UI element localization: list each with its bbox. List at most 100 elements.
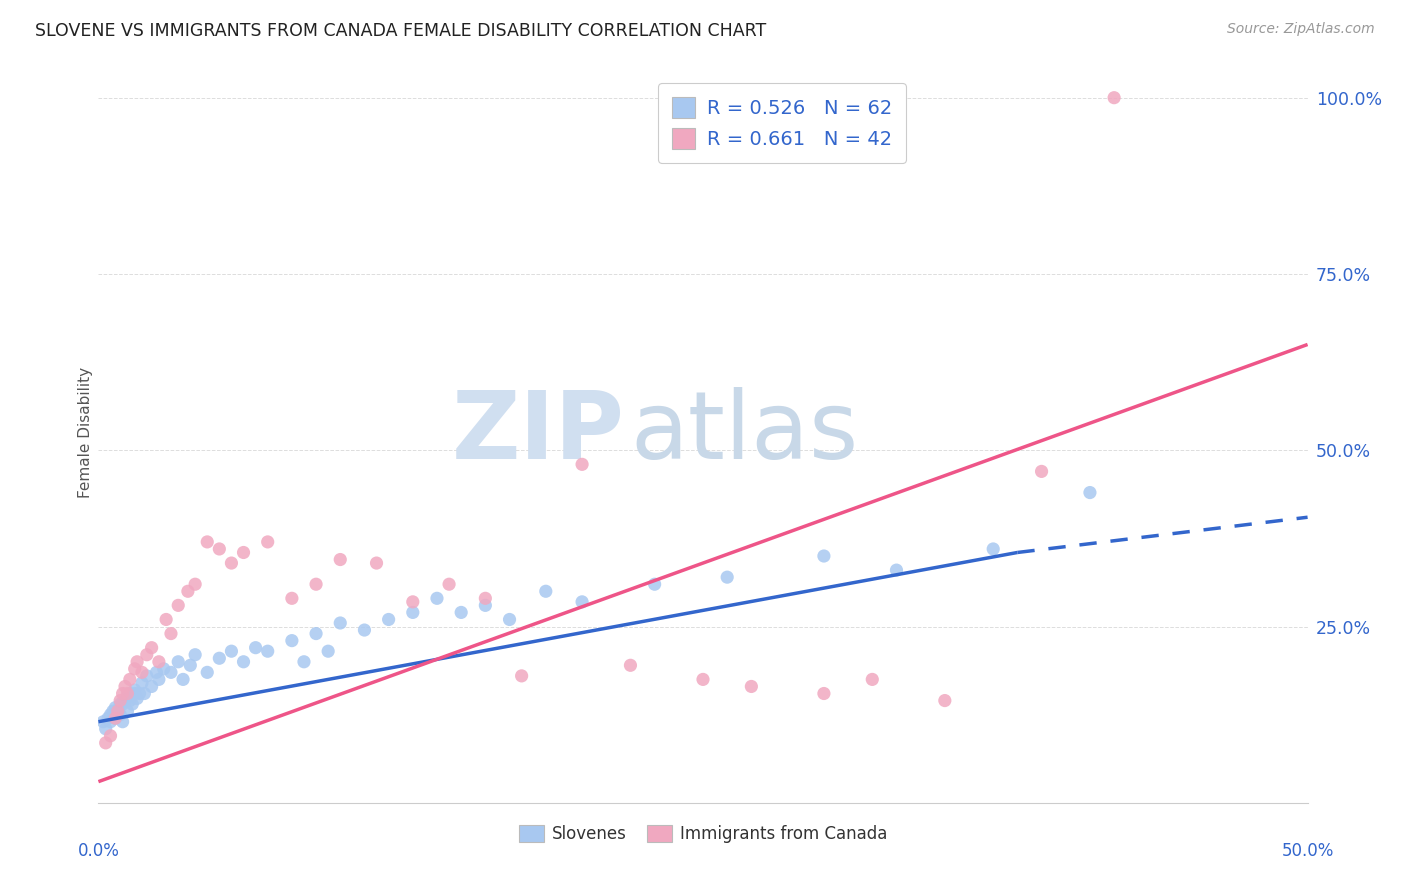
Text: SLOVENE VS IMMIGRANTS FROM CANADA FEMALE DISABILITY CORRELATION CHART: SLOVENE VS IMMIGRANTS FROM CANADA FEMALE… [35,22,766,40]
Point [184,648,207,662]
Point [510,669,533,683]
Point [450,606,472,620]
Point [813,686,835,700]
Point [426,591,449,606]
Point [114,680,136,694]
Point [155,612,177,626]
Point [177,584,200,599]
Point [402,606,425,620]
Point [329,615,352,630]
Point [402,595,425,609]
Point [141,680,163,694]
Point [100,707,122,722]
Legend: Slovenes, Immigrants from Canada: Slovenes, Immigrants from Canada [512,818,894,850]
Point [117,690,139,704]
Point [179,658,201,673]
Point [148,655,170,669]
Point [107,707,129,722]
Point [94,722,117,736]
Point [292,655,315,669]
Point [104,711,127,725]
Point [716,570,738,584]
Point [221,644,243,658]
Point [101,704,124,718]
Point [97,711,120,725]
Point [107,704,129,718]
Point [886,563,908,577]
Point [981,541,1004,556]
Point [934,693,956,707]
Point [152,662,174,676]
Point [437,577,460,591]
Point [813,549,835,563]
Point [117,686,139,700]
Point [571,458,593,472]
Point [141,640,163,655]
Point [108,697,131,711]
Point [232,545,254,559]
Point [172,673,194,687]
Point [316,644,339,658]
Point [281,591,304,606]
Point [108,693,131,707]
Y-axis label: Female Disability: Female Disability [77,367,93,499]
Point [1078,485,1101,500]
Point [692,673,714,687]
Point [148,673,170,687]
Point [329,552,352,566]
Point [108,707,131,722]
Point [498,612,520,626]
Point [1031,464,1053,478]
Point [366,556,388,570]
Point [111,714,134,729]
Point [353,623,375,637]
Point [121,697,143,711]
Point [534,584,557,599]
Point [167,599,190,613]
Point [740,680,762,694]
Point [118,673,141,687]
Point [184,577,207,591]
Point [134,686,156,700]
Point [208,541,231,556]
Point [232,655,254,669]
Point [305,626,328,640]
Point [245,640,267,655]
Point [377,612,399,626]
Point [131,676,153,690]
Legend: R = 0.526   N = 62, R = 0.661   N = 42: R = 0.526 N = 62, R = 0.661 N = 42 [658,83,905,162]
Point [111,697,134,711]
Point [644,577,666,591]
Point [221,556,243,570]
Text: 0.0%: 0.0% [77,842,120,860]
Point [474,591,496,606]
Point [124,686,146,700]
Point [124,683,146,698]
Point [167,655,190,669]
Point [619,658,641,673]
Point [208,651,231,665]
Point [160,665,183,680]
Point [145,665,167,680]
Point [127,655,149,669]
Point [281,633,304,648]
Point [117,704,139,718]
Point [114,693,136,707]
Point [100,714,122,729]
Point [111,686,134,700]
Point [256,535,278,549]
Point [118,693,141,707]
Text: ZIP: ZIP [451,386,624,479]
Point [127,691,149,706]
Text: Source: ZipAtlas.com: Source: ZipAtlas.com [1227,22,1375,37]
Point [91,714,114,729]
Point [131,665,153,680]
Point [100,729,122,743]
Point [104,711,127,725]
Point [256,644,278,658]
Point [305,577,328,591]
Point [860,673,883,687]
Point [474,599,496,613]
Point [571,595,593,609]
Point [104,700,127,714]
